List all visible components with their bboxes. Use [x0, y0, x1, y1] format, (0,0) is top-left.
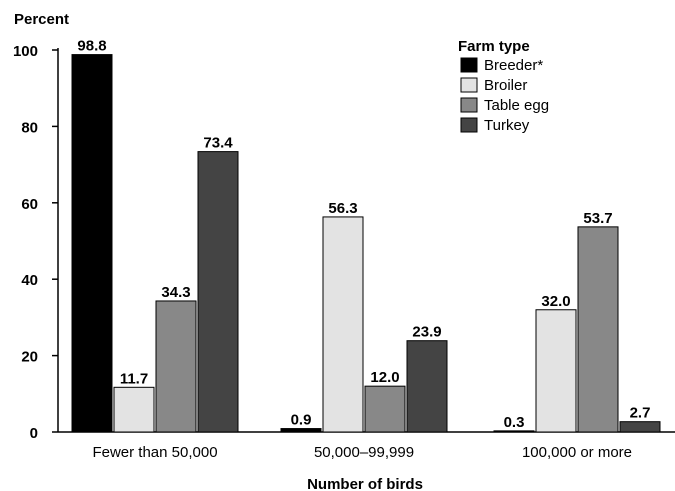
legend-label: Turkey: [484, 117, 530, 134]
y-tick-label: 0: [30, 425, 38, 442]
bar-breeder-3: [493, 430, 535, 433]
bar-table-egg-2: [364, 385, 406, 433]
data-label: 56.3: [328, 200, 357, 217]
data-label: 34.3: [161, 284, 190, 301]
data-label: 73.4: [203, 135, 233, 152]
legend-label: Table egg: [484, 97, 549, 114]
y-axis: 0 20 40 60 80 100: [13, 43, 59, 442]
bars: [71, 54, 661, 433]
bar-table-egg-1: [155, 300, 197, 433]
data-label: 23.9: [412, 324, 441, 341]
x-tick-label: 50,000–99,999: [314, 444, 414, 461]
legend-label: Broiler: [484, 77, 527, 94]
legend-swatch: [460, 77, 478, 93]
legend-swatch: [460, 117, 478, 133]
y-tick-label: 60: [21, 196, 38, 213]
legend: Breeder* Broiler Table egg Turkey: [460, 57, 549, 134]
bar-breeder-1: [71, 54, 113, 433]
data-label: 0.3: [504, 414, 525, 431]
data-label: 11.7: [120, 370, 148, 387]
data-label: 53.7: [583, 210, 612, 227]
y-tick-label: 100: [13, 43, 38, 60]
bar-broiler-1: [113, 386, 155, 433]
y-tick-label: 40: [21, 272, 38, 289]
data-label: 32.0: [541, 293, 570, 310]
data-label: 0.9: [291, 412, 312, 429]
legend-title: Farm type: [458, 38, 530, 55]
y-axis-title: Percent: [14, 11, 69, 28]
legend-label: Breeder*: [484, 57, 543, 74]
y-tick-label: 80: [21, 119, 38, 136]
legend-swatch: [460, 57, 478, 73]
bar-turkey-2: [406, 340, 448, 433]
bar-broiler-3: [535, 309, 577, 433]
bar-turkey-1: [197, 151, 239, 433]
x-tick-label: 100,000 or more: [522, 444, 632, 461]
x-tick-label: Fewer than 50,000: [92, 444, 217, 461]
data-label: 12.0: [370, 369, 399, 386]
bar-table-egg-3: [577, 226, 619, 433]
y-tick-label: 20: [21, 349, 38, 366]
bar-turkey-3: [619, 421, 661, 433]
data-label: 98.8: [77, 38, 106, 55]
bar-broiler-2: [322, 216, 364, 433]
data-labels: 98.8 11.7 34.3 73.4 0.9 56.3 12.0 23.9 0.3 32.0 53…: [77, 38, 650, 431]
data-label: 2.7: [630, 405, 651, 422]
bar-breeder-2: [280, 428, 322, 433]
legend-swatch: [460, 97, 478, 113]
x-axis: Fewer than 50,000 50,000–99,999 100,000 or…: [58, 431, 675, 461]
x-axis-title: Number of birds: [307, 476, 423, 491]
